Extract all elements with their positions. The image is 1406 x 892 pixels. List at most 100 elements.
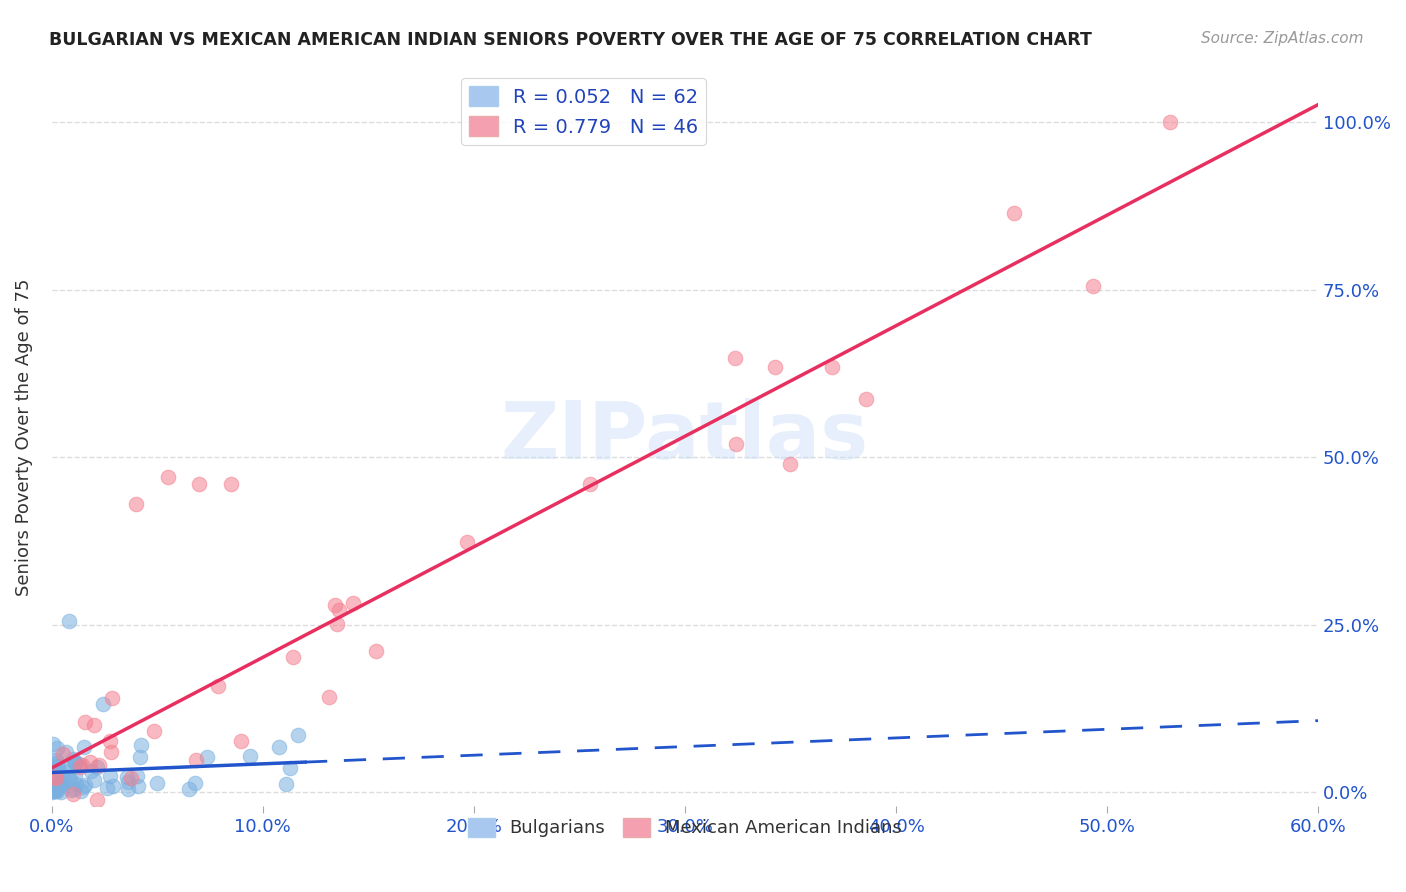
Point <box>239 748 262 763</box>
Point <box>86 760 108 774</box>
Point <box>1081 279 1104 293</box>
Point <box>80 764 103 779</box>
Point <box>83 718 105 732</box>
Point <box>65 819 87 833</box>
Point <box>42 756 65 770</box>
Point <box>83 773 105 788</box>
Point <box>45 769 67 783</box>
Point <box>143 724 166 739</box>
Point <box>56 758 79 772</box>
Point <box>117 775 139 789</box>
Point <box>49 778 72 792</box>
Point <box>855 392 877 406</box>
Point <box>45 784 67 798</box>
Point <box>269 740 291 755</box>
Point <box>145 776 167 790</box>
Point <box>127 769 149 783</box>
Point <box>46 759 69 773</box>
Point <box>72 780 94 795</box>
Point <box>456 535 478 549</box>
Point <box>48 774 70 789</box>
Point <box>342 596 364 610</box>
Point <box>55 745 77 759</box>
Point <box>58 771 80 785</box>
Point <box>63 769 86 783</box>
Point <box>287 728 309 742</box>
Point <box>1002 206 1025 220</box>
Point <box>59 772 82 786</box>
Point <box>197 750 219 764</box>
Point <box>103 817 125 831</box>
Point <box>184 776 207 790</box>
Point <box>115 771 138 785</box>
Point <box>62 752 84 766</box>
Point <box>44 770 66 784</box>
Point <box>219 477 242 491</box>
Point <box>763 359 786 374</box>
Point <box>44 783 66 797</box>
Point <box>73 739 96 754</box>
Point <box>127 779 149 793</box>
Point <box>723 351 745 366</box>
Point <box>46 741 69 756</box>
Point <box>207 679 229 693</box>
Point <box>45 771 67 785</box>
Point <box>41 738 63 752</box>
Point <box>69 760 91 774</box>
Point <box>67 756 90 771</box>
Point <box>129 739 152 753</box>
Point <box>62 787 84 801</box>
Point <box>325 617 347 632</box>
Point <box>42 783 65 797</box>
Point <box>156 470 179 484</box>
Point <box>177 781 200 796</box>
Point <box>52 777 75 791</box>
Point <box>49 784 72 798</box>
Point <box>65 777 87 791</box>
Text: ZIPatlas: ZIPatlas <box>501 398 869 476</box>
Point <box>41 785 63 799</box>
Point <box>120 771 142 785</box>
Point <box>101 691 124 706</box>
Point <box>100 745 122 759</box>
Point <box>79 755 101 769</box>
Point <box>62 819 84 833</box>
Point <box>129 750 152 764</box>
Point <box>579 477 602 491</box>
Point <box>101 779 124 793</box>
Text: BULGARIAN VS MEXICAN AMERICAN INDIAN SENIORS POVERTY OVER THE AGE OF 75 CORRELAT: BULGARIAN VS MEXICAN AMERICAN INDIAN SEN… <box>49 31 1092 49</box>
Point <box>75 778 97 792</box>
Point <box>328 603 350 617</box>
Point <box>55 764 77 779</box>
Point <box>49 776 72 790</box>
Point <box>45 756 67 770</box>
Point <box>45 753 67 767</box>
Point <box>366 644 388 658</box>
Point <box>96 780 118 795</box>
Point <box>45 783 67 797</box>
Point <box>280 761 302 775</box>
Point <box>58 615 80 629</box>
Point <box>323 599 346 613</box>
Point <box>229 734 252 748</box>
Point <box>49 765 72 780</box>
Point <box>76 816 98 830</box>
Point <box>63 755 86 769</box>
Point <box>44 778 66 792</box>
Point <box>98 734 121 748</box>
Point <box>51 747 73 761</box>
Point <box>318 690 340 704</box>
Point <box>63 782 86 797</box>
Point <box>98 769 121 783</box>
Point <box>1159 115 1181 129</box>
Point <box>86 793 108 807</box>
Point <box>724 437 747 451</box>
Point <box>73 715 96 730</box>
Point <box>70 784 93 798</box>
Point <box>65 756 87 771</box>
Point <box>821 360 844 375</box>
Point <box>42 760 65 774</box>
Point <box>188 477 211 491</box>
Text: Source: ZipAtlas.com: Source: ZipAtlas.com <box>1201 31 1364 46</box>
Point <box>274 777 297 791</box>
